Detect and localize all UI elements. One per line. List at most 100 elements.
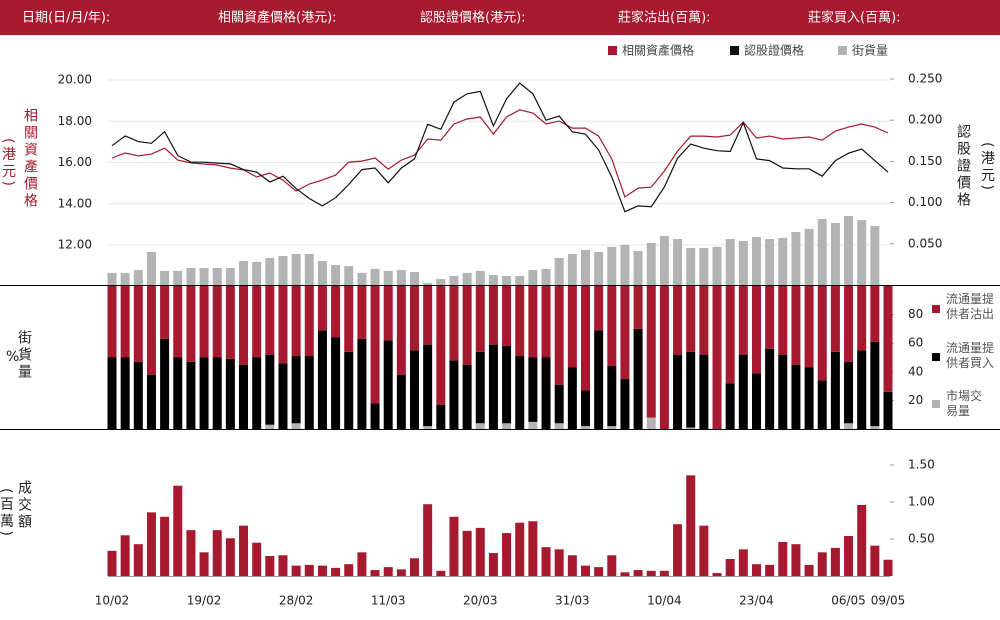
volume-bar (594, 252, 604, 285)
turnover-bar (173, 485, 183, 576)
share-bar (659, 286, 669, 429)
share-bar (225, 286, 235, 359)
share-bar (410, 350, 420, 429)
share-bar (146, 286, 156, 375)
share-bar (528, 286, 538, 358)
turnover-bar (633, 570, 643, 576)
share-bar (699, 286, 709, 355)
share-bar (304, 356, 314, 429)
share-bar (857, 350, 867, 429)
share-bar (844, 286, 854, 362)
header-label: 認股證價格(港元): (420, 10, 526, 26)
volume-bar (462, 272, 472, 285)
share-bar (738, 286, 748, 355)
y-tick-label: 0.150 (908, 154, 942, 168)
turnover-bar (659, 570, 669, 576)
turnover-bar (252, 542, 262, 576)
legend-swatch (608, 46, 617, 55)
turnover-bar (344, 564, 354, 576)
y-tick-label: 20.00 (58, 73, 92, 87)
share-bar (449, 286, 459, 361)
share-bar (883, 391, 893, 429)
share-bar (146, 374, 156, 429)
share-bar (541, 357, 551, 429)
header-label: 莊家買入(百萬): (808, 10, 901, 26)
turnover-bar (673, 524, 683, 576)
turnover-bar (567, 555, 577, 576)
share-bar (686, 286, 696, 352)
turnover-bar (239, 525, 249, 576)
share-bar (278, 363, 288, 429)
legend-swatch (730, 46, 739, 55)
share-bar (252, 286, 262, 358)
turnover-bar (357, 552, 367, 576)
share-bar (212, 286, 222, 358)
legend-label: 流通量提供者買入 (946, 341, 995, 370)
share-bar (751, 373, 761, 429)
share-bar (646, 417, 656, 429)
share-bar (423, 344, 433, 427)
volume-bar (712, 246, 722, 285)
y-tick-label: 12.00 (58, 238, 92, 252)
share-bar (133, 286, 143, 362)
turnover-bar (120, 535, 130, 576)
share-bar (515, 286, 525, 357)
share-bar (554, 384, 564, 424)
share-bar (291, 356, 301, 424)
volume-bar (725, 239, 735, 285)
volume-bar (857, 220, 867, 285)
share-bar (778, 286, 788, 355)
y-tick-label: 0.50 (908, 531, 935, 545)
share-bar (278, 286, 288, 364)
volume-bar (844, 215, 854, 285)
y-tick-label: 1.00 (908, 494, 935, 508)
turnover-bar (331, 567, 341, 576)
turnover-bar (265, 556, 275, 576)
header-label: 莊家沽出(百萬): (618, 10, 711, 26)
turnover-bar (699, 525, 709, 576)
share-bar (199, 286, 209, 358)
share-bar (212, 357, 222, 429)
volume-bar (567, 253, 577, 285)
turnover-bar (594, 567, 604, 576)
volume-bar (146, 252, 156, 285)
share-bar (357, 338, 367, 429)
share-bar (331, 286, 341, 338)
header-label: 相關資產價格(港元): (218, 10, 337, 26)
volume-bar (304, 253, 314, 285)
volume-bar (580, 250, 590, 285)
volume-bar (160, 270, 170, 285)
share-bar (475, 286, 485, 352)
turnover-bar (475, 527, 485, 576)
x-tick-label: 10/02 (95, 594, 130, 608)
turnover-bar (449, 516, 459, 576)
share-bar (554, 286, 564, 385)
volume-bar (646, 242, 656, 285)
turnover-bar (712, 573, 722, 576)
volume-bar (541, 268, 551, 285)
turnover-bar (541, 547, 551, 576)
share-bar (462, 286, 472, 365)
volume-bar (225, 268, 235, 285)
share-bar (528, 421, 538, 429)
share-bar (370, 286, 380, 404)
volume-bar (133, 270, 143, 285)
share-bar (541, 286, 551, 358)
share-bar (133, 361, 143, 429)
y-tick-label: 0.050 (908, 236, 942, 250)
y-tick-label: 20 (908, 393, 923, 407)
share-bar (265, 424, 275, 429)
legend-swatch (838, 46, 847, 55)
volume-bar (212, 268, 222, 285)
volume-bar (436, 279, 446, 285)
share-bar (844, 361, 854, 424)
y-tick-label: 1.50 (908, 457, 935, 471)
share-bar (291, 423, 301, 429)
share-bar (107, 286, 117, 358)
share-bar (765, 348, 775, 429)
turnover-bar (620, 572, 630, 576)
turnover-bar (870, 545, 880, 576)
share-bar (173, 286, 183, 358)
share-bar (239, 286, 249, 365)
axis-title: 認股證價格 (955, 124, 971, 209)
